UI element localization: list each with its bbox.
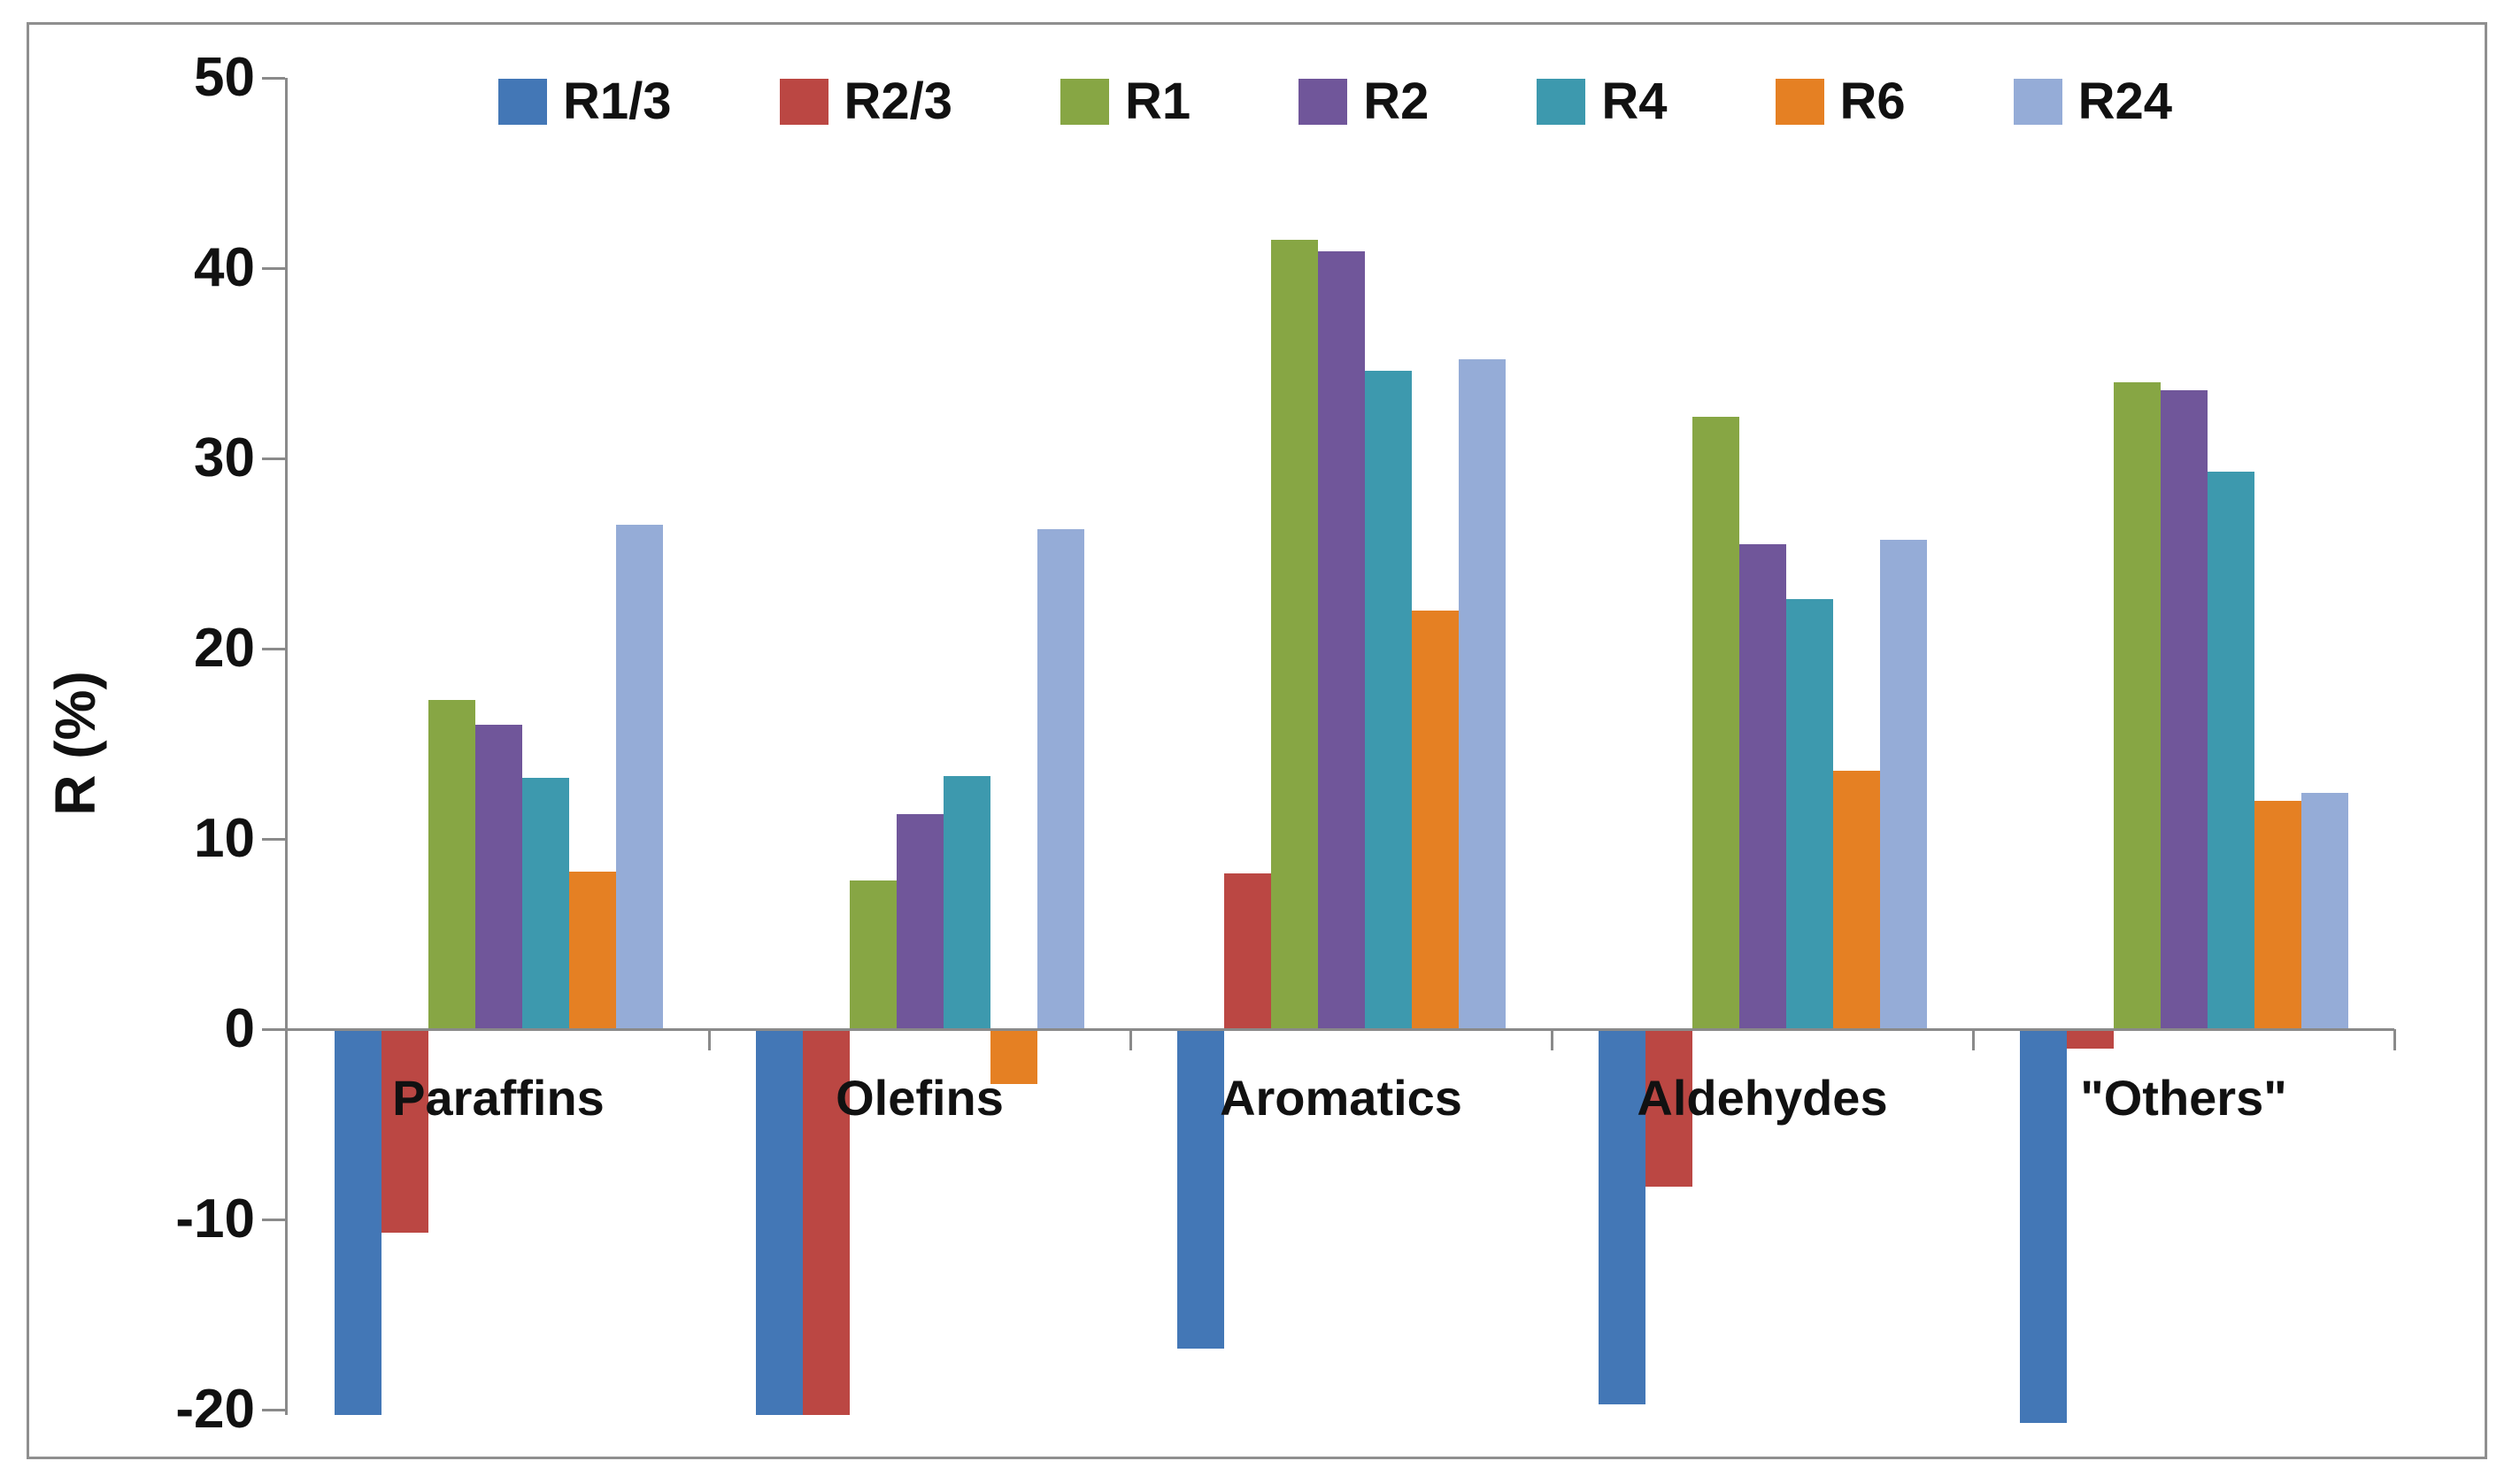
y-axis-line xyxy=(285,78,288,1415)
y-tick xyxy=(262,458,285,460)
y-tick-label: 10 xyxy=(194,808,255,869)
y-tick-label: 30 xyxy=(194,427,255,488)
y-tick-label: -10 xyxy=(175,1188,255,1249)
category-label-aldehydes: Aldehydes xyxy=(1637,1070,1888,1126)
bar-r4-paraffins xyxy=(521,778,569,1029)
bar-r24-others xyxy=(2300,793,2348,1029)
y-tick-label: 20 xyxy=(194,618,255,679)
legend-label: R1/3 xyxy=(563,73,672,130)
bar-r1-3-aldehydes xyxy=(1598,1029,1645,1404)
bar-r24-olefins xyxy=(1037,528,1084,1029)
y-tick-label: -20 xyxy=(175,1379,255,1440)
legend-label: R1 xyxy=(1125,73,1191,130)
bar-r1-3-others xyxy=(2019,1029,2067,1424)
category-label-paraffins: Paraffins xyxy=(392,1070,605,1126)
bar-r2-paraffins xyxy=(474,725,522,1029)
bar-r2-others xyxy=(2160,389,2208,1029)
bar-r1-aromatics xyxy=(1270,239,1318,1029)
y-tick-label: 40 xyxy=(194,237,255,298)
bar-r1-3-aromatics xyxy=(1176,1029,1224,1349)
legend-swatch-r2-3 xyxy=(779,79,828,125)
y-tick-label: 0 xyxy=(224,998,255,1059)
bar-r24-paraffins xyxy=(615,525,663,1029)
legend-item-r6: R6 xyxy=(1775,73,1906,130)
y-tick xyxy=(262,648,285,650)
bar-r2-3-olefins xyxy=(802,1029,850,1416)
legend-swatch-r2 xyxy=(1299,79,1348,125)
legend-label: R6 xyxy=(1839,73,1906,130)
bar-r2-3-aromatics xyxy=(1223,873,1271,1029)
category-label-others: "Others" xyxy=(2080,1070,2287,1126)
y-tick xyxy=(262,1028,285,1031)
legend-label: R4 xyxy=(1601,73,1668,130)
bar-r4-aldehydes xyxy=(1785,599,1833,1029)
legend-swatch-r4 xyxy=(1537,79,1586,125)
y-tick xyxy=(262,1219,285,1221)
bar-r2-aldehydes xyxy=(1738,543,1786,1029)
bar-r4-aromatics xyxy=(1364,371,1412,1029)
bar-r6-aldehydes xyxy=(1832,770,1880,1029)
legend-label: R24 xyxy=(2077,73,2173,130)
bar-r2-3-aldehydes xyxy=(1645,1029,1692,1188)
category-tick xyxy=(1551,1029,1553,1050)
legend-label: R2 xyxy=(1363,73,1430,130)
x-axis-zero-line xyxy=(285,1028,2394,1031)
legend-swatch-r1-3 xyxy=(498,79,547,125)
legend-item-r4: R4 xyxy=(1537,73,1668,130)
y-tick xyxy=(262,838,285,841)
bar-r6-others xyxy=(2254,801,2301,1029)
bar-r6-paraffins xyxy=(568,871,616,1029)
bar-r1-aldehydes xyxy=(1692,416,1739,1029)
legend-swatch-r1 xyxy=(1060,79,1110,125)
bar-r2-3-paraffins xyxy=(381,1029,428,1234)
legend-label: R2/3 xyxy=(844,73,953,130)
y-tick xyxy=(262,1409,285,1411)
chart-outer-border xyxy=(27,22,2487,1459)
bar-r1-3-paraffins xyxy=(334,1029,381,1416)
legend-item-r24: R24 xyxy=(2013,73,2173,130)
category-tick xyxy=(1972,1029,1975,1050)
category-label-olefins: Olefins xyxy=(836,1070,1004,1126)
bar-r24-aromatics xyxy=(1458,359,1506,1029)
bar-r2-aromatics xyxy=(1317,250,1365,1029)
category-tick xyxy=(1129,1029,1132,1050)
y-tick xyxy=(262,267,285,270)
category-tick xyxy=(708,1029,711,1050)
legend: R1/3 R2/3 R1 R2 R4 R6 R24 xyxy=(498,76,2172,127)
legend-swatch-r6 xyxy=(1775,79,1824,125)
legend-item-r2-3: R2/3 xyxy=(779,73,953,130)
bar-r1-others xyxy=(2113,382,2161,1029)
y-tick xyxy=(262,77,285,80)
category-label-aromatics: Aromatics xyxy=(1220,1070,1462,1126)
bar-r4-olefins xyxy=(943,776,990,1029)
legend-item-r2: R2 xyxy=(1299,76,1429,127)
bar-r6-olefins xyxy=(990,1029,1037,1085)
category-tick xyxy=(2393,1029,2396,1050)
bar-r1-paraffins xyxy=(428,700,475,1029)
bar-r2-3-others xyxy=(2066,1029,2114,1049)
legend-item-r1-3: R1/3 xyxy=(498,76,672,127)
legend-swatch-r24 xyxy=(2013,79,2062,125)
bar-r1-olefins xyxy=(849,880,897,1029)
legend-item-r1: R1 xyxy=(1060,76,1191,127)
bar-r24-aldehydes xyxy=(1879,540,1927,1029)
y-tick-label: 50 xyxy=(194,47,255,108)
bar-r4-others xyxy=(2207,472,2254,1029)
bar-r2-olefins xyxy=(896,814,944,1029)
bar-r6-aromatics xyxy=(1411,611,1459,1029)
bar-r1-3-olefins xyxy=(755,1029,803,1416)
y-axis-title: R (%) xyxy=(43,671,107,816)
